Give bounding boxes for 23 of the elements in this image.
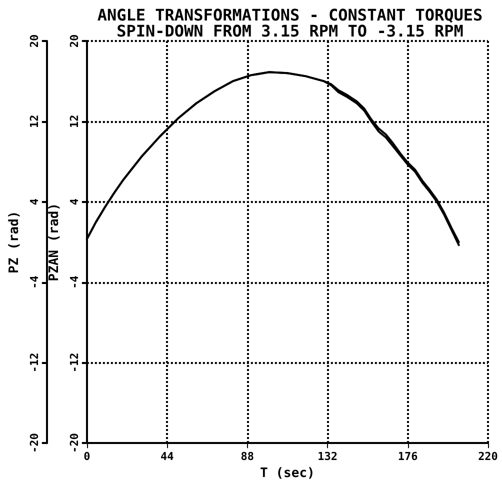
y2-tick-label: -12 [68, 352, 81, 373]
x-axis-title: T (sec) [260, 466, 315, 481]
x-tick-label: 176 [398, 450, 418, 464]
x-tick-label: 44 [160, 450, 174, 464]
y-tick-label: -20 [28, 433, 41, 454]
y-tick-label: 12 [28, 114, 41, 128]
y-axis-title: PZ (rad) [7, 210, 22, 274]
x-tick-label: 220 [478, 450, 498, 464]
x-tick-label: 132 [318, 450, 338, 464]
y2-tick-label: 20 [68, 34, 81, 48]
y-tick-label: 20 [28, 34, 41, 48]
y2-tick-label: -20 [68, 433, 81, 454]
x-tick-label: 0 [84, 450, 90, 464]
y-tick-label: 4 [28, 198, 41, 206]
y-tick-label: -12 [28, 352, 41, 373]
chart-subtitle: SPIN-DOWN FROM 3.15 RPM TO -3.15 RPM [116, 22, 464, 40]
y-tick-label: -4 [28, 275, 41, 289]
y2-tick-label: 4 [68, 198, 81, 206]
y2-tick-label: -4 [68, 275, 81, 289]
y2-tick-label: 12 [68, 114, 81, 128]
x-tick-label: 88 [240, 450, 254, 464]
chart-title: ANGLE TRANSFORMATIONS - CONSTANT TORQUES [97, 6, 483, 24]
y2-axis-title: PZAN (rad) [47, 202, 62, 282]
